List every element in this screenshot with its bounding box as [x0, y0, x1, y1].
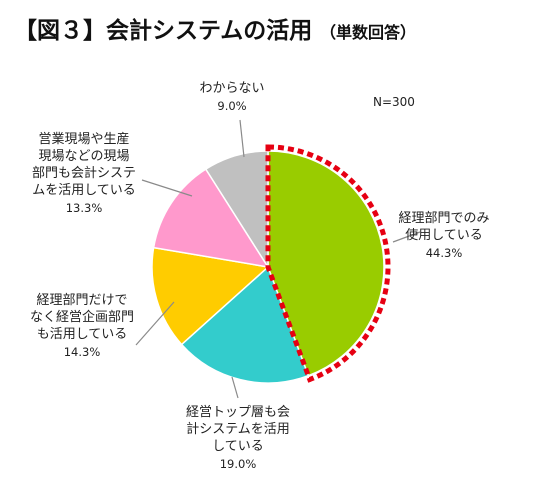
slice-value-1: 44.3% [426, 246, 463, 260]
highlight-dashed-border [265, 144, 391, 383]
chart-title: 【図３】会計システムの活用 [14, 17, 312, 44]
leader-line-2 [231, 376, 239, 399]
slice-value-2: 19.0% [220, 457, 257, 471]
leader-line-1 [392, 231, 421, 243]
slice-label-2-line-1: 経営トップ層も会 [186, 405, 290, 420]
highlight-outline [265, 144, 391, 383]
slice-label-4-line-4: ムを活用している [32, 183, 136, 198]
slice-value-4: 13.3% [66, 201, 103, 215]
slice-label-2-line-3: している [212, 439, 264, 454]
slice-label-3-line-1: 経理部門だけで [36, 293, 127, 308]
slice-value-5: 9.0% [217, 99, 246, 113]
leader-line-3 [135, 301, 175, 346]
slice-value-3: 14.3% [64, 345, 101, 359]
slice-label-1-line-2: 使用している [405, 227, 483, 243]
slice-label-3-line-3: も活用している [37, 327, 128, 342]
slice-label-4-line-3: 部門も会計システ [32, 165, 136, 181]
chart-subtitle: （単数回答） [320, 23, 416, 42]
pie-slice-5 [204, 150, 269, 270]
pie-slice-3 [151, 246, 270, 346]
pie-slice-1 [267, 150, 385, 377]
slice-label-4-line-2: 現場などの現場 [38, 149, 129, 164]
slice-label-2-line-2: 計システムを活用 [186, 421, 290, 437]
sample-size-note: N=300 [373, 95, 415, 109]
slice-label-3-line-2: なく経営企画部門 [30, 309, 134, 325]
slice-label-1-line-1: 経理部門でのみ [398, 211, 489, 226]
leader-line-4 [141, 179, 193, 197]
slice-label-4-line-1: 営業現場や生産 [38, 131, 129, 147]
slice-label-5-line-1: わからない [199, 81, 264, 96]
pie-slice-4 [152, 168, 270, 269]
leader-line-5 [239, 119, 245, 158]
leader-lines [135, 119, 421, 399]
